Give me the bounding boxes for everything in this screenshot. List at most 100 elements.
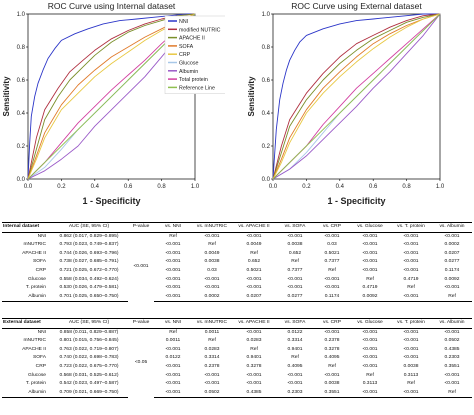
table-cell: <0.001: [324, 276, 340, 282]
table-header-cell: P-value: [128, 318, 154, 329]
x-tick-label: 0.8: [157, 184, 166, 190]
row-label: APACHE II: [22, 346, 46, 352]
table-cell: <0.001: [362, 329, 378, 335]
series-line-4: [272, 13, 441, 180]
y-tick-label: 0.0: [262, 177, 271, 183]
table-cell: 0.0277: [444, 259, 460, 265]
legend-label: Glucose: [179, 61, 198, 67]
series-line-0: [272, 13, 440, 180]
table-cell: <0.001: [324, 372, 340, 378]
table-header-cell: AUC (SE, 95% CI): [50, 222, 128, 233]
series-line-8: [272, 13, 441, 180]
p-value-cell: <0.05: [134, 359, 148, 365]
external-dataset-table: External dataset AUC (SE, 95% CI) P-value v…: [2, 318, 472, 399]
table-cell: <0.001: [165, 363, 181, 369]
table-cell: <0.001: [287, 372, 303, 378]
table-cell: <0.001: [154, 388, 192, 399]
row-label: mNUTRIC: [23, 338, 46, 344]
table-cell: 0.3278: [246, 363, 262, 369]
table-header-cell: vs. NNI: [154, 222, 192, 233]
table-cell: 0.2378: [204, 363, 220, 369]
table-cell: <0.001: [444, 329, 460, 335]
table-cell: Ref: [208, 242, 216, 248]
external-roc-chart: ROC Curve using External dataset 0.0 0.0 0.…: [245, 0, 470, 220]
y-tick-label: 0.2: [17, 144, 26, 150]
chart-title: ROC Curve using Internal dataset: [48, 1, 176, 11]
p-value-cell: <0.001: [133, 263, 149, 269]
table-cell: 0.701 (0.025, 0.650–0.750): [50, 292, 128, 303]
table-cell: Ref: [432, 292, 472, 303]
table-cell: <0.001: [390, 292, 432, 303]
table-cell: 0.0038: [204, 259, 220, 265]
table-cell: 0.4095: [287, 363, 303, 369]
table-cell: 0.9401: [246, 355, 262, 361]
table-cell: <0.001: [403, 346, 419, 352]
table-cell: <0.001: [246, 285, 262, 291]
y-tick-label: 0.2: [262, 144, 271, 150]
table-cell: 0.0283: [204, 346, 220, 352]
table-row: Glucose 0.558 (0.034, 0.492–0.624) <0.001 <…: [2, 276, 472, 285]
y-axis-label: Sensitivity: [247, 76, 256, 117]
y-tick-label: 0.4: [262, 111, 271, 117]
table-cell: 0.0092: [350, 292, 390, 303]
table-cell: <0.001: [362, 338, 378, 344]
table-cell: <0.001: [204, 372, 220, 378]
table-cell: Ref: [328, 267, 336, 273]
table-cell: Ref: [250, 250, 258, 256]
table-cell: <0.001: [165, 381, 181, 387]
x-tick-label: 0.4: [336, 184, 345, 190]
table-cell: <0.001: [165, 267, 181, 273]
table-cell: <0.001: [362, 346, 378, 352]
row-label: NNI: [37, 233, 46, 239]
y-tick-label: 0.6: [17, 78, 26, 84]
table-cell: 0.744 (0.026, 0.693–0.796): [59, 250, 119, 256]
table-header-cell: P-value: [128, 222, 154, 233]
table-header-cell: vs. mNUTRIC: [192, 318, 232, 329]
table-cell: <0.001: [403, 338, 419, 344]
table-header-cell: Internal dataset: [2, 222, 50, 233]
table-row: SOFA 0.740 (0.022, 0.698–0.783) 0.0122 0.33…: [2, 354, 472, 363]
table-cell: <0.001: [403, 329, 419, 335]
table-row: SOFA 0.738 (0.027, 0.685–0.791) <0.001 0.00…: [2, 258, 472, 267]
table-cell: <0.001: [403, 242, 419, 248]
row-label: Albumin: [2, 388, 50, 399]
table-cell: <0.001: [362, 363, 378, 369]
series-line-3: [27, 13, 196, 180]
row-label: Albumin: [2, 292, 50, 303]
table-cell: 0.0049: [204, 250, 220, 256]
y-axis-label: Sensitivity: [2, 76, 11, 117]
table-cell: 0.7377: [287, 267, 303, 273]
table-cell: 0.03: [327, 242, 337, 248]
table-cell: 0.858 (0.011, 0.829–0.887): [59, 329, 119, 335]
table-cell: Ref: [328, 363, 336, 369]
table-cell: <0.001: [444, 372, 460, 378]
table-cell: <0.001: [362, 233, 378, 239]
table-cell: <0.001: [362, 242, 378, 248]
row-label: mNUTRIC: [23, 242, 46, 248]
table-cell: 0.723 (0.022, 0.675–0.770): [59, 363, 119, 369]
legend-label: NNI: [179, 19, 188, 25]
table-cell: 0.5021: [246, 267, 262, 273]
table-cell: <0.001: [350, 388, 390, 399]
chart-title: ROC Curve using External dataset: [291, 1, 422, 11]
series-line-3: [272, 13, 441, 180]
table-cell: <0.001: [444, 381, 460, 387]
x-tick-label: 0.6: [124, 184, 133, 190]
table-cell: 0.0011: [165, 338, 181, 344]
table-cell: <0.001: [444, 285, 460, 291]
table-cell: 0.2378: [324, 338, 340, 344]
table-row: mNUTRIC 0.793 (0.023, 0.749–0.837) <0.001 R…: [2, 241, 472, 250]
table-cell: <0.001: [287, 276, 303, 282]
table-cell: 0.709 (0.021, 0.669–0.750): [50, 388, 128, 399]
legend-label: APACHE II: [179, 36, 205, 42]
table-row: APACHE II 0.763 (0.022, 0.719–0.807) <0.00…: [2, 346, 472, 355]
x-tick-label: 0.2: [302, 184, 311, 190]
table-cell: <0.001: [165, 346, 181, 352]
y-tick-label: 0.6: [262, 78, 271, 84]
table-cell: 0.3551: [314, 388, 350, 399]
internal-roc-chart: ROC Curve using Internal dataset 0.0 0.0 0.…: [0, 0, 228, 220]
table-cell: <0.001: [362, 355, 378, 361]
table-cell: Ref: [250, 346, 258, 352]
table-cell: 0.0207: [232, 292, 276, 303]
table-cell: 0.0049: [246, 242, 262, 248]
